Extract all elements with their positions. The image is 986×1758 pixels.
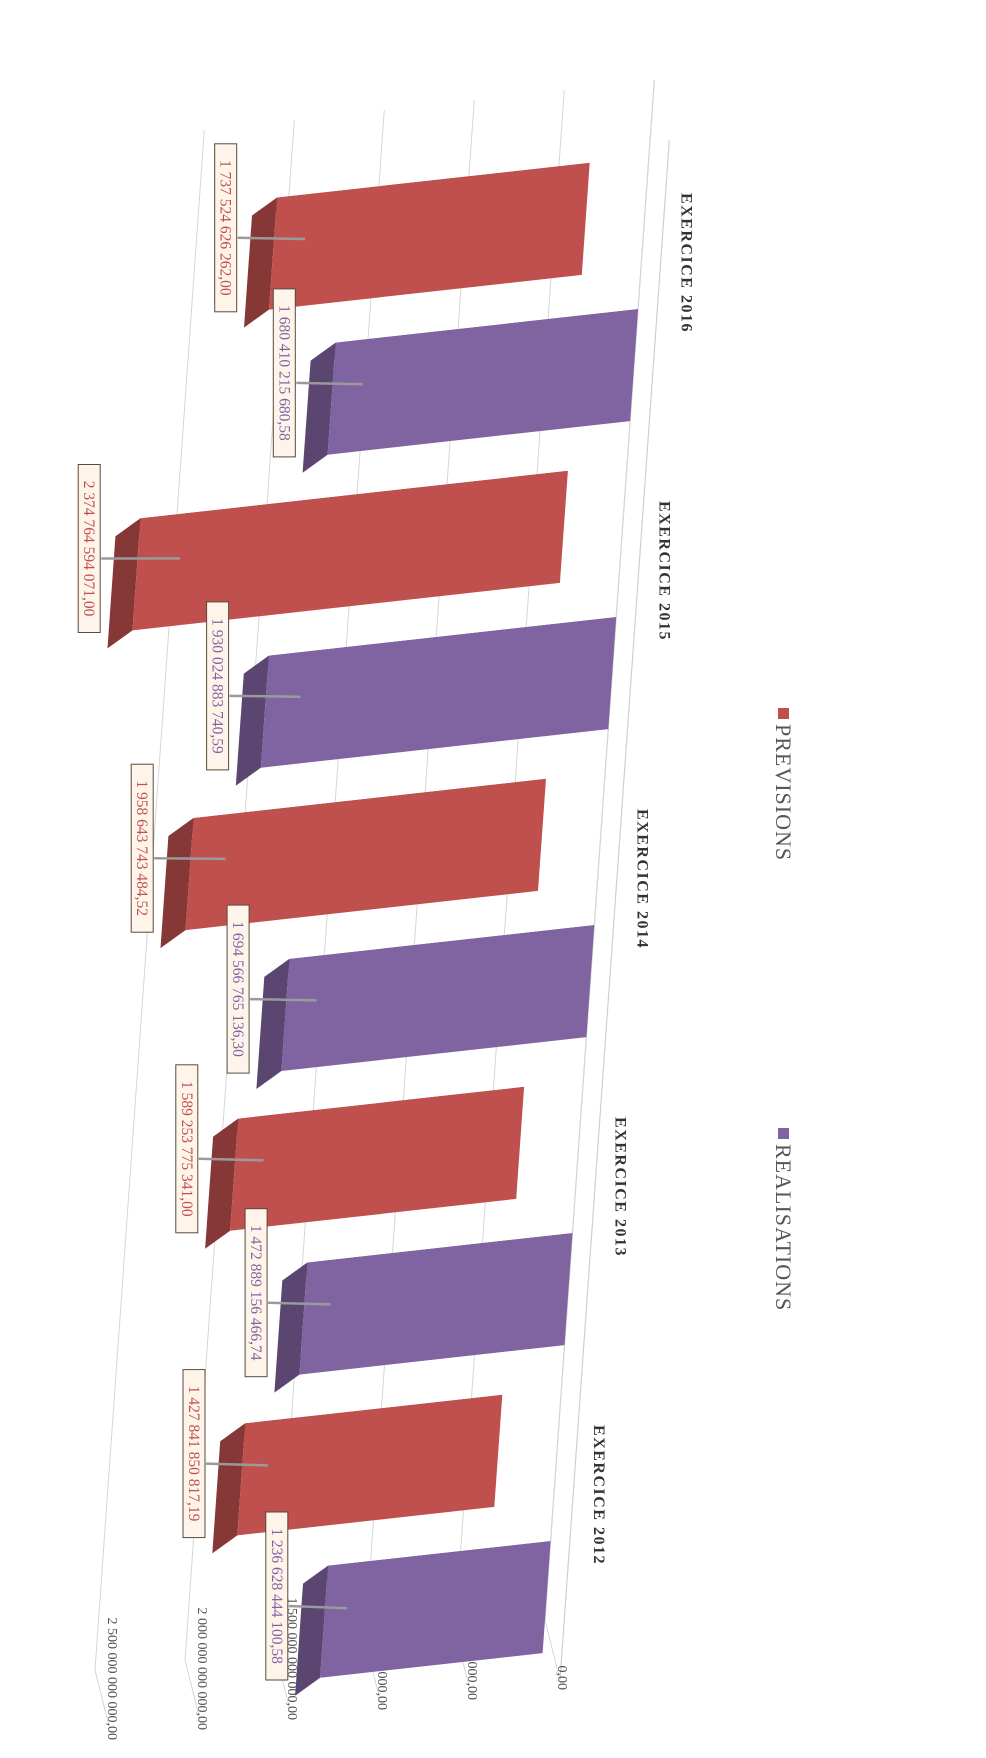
bar-previsions-exercice-2014 (161, 779, 547, 948)
legend-label-previsions: PREVISIONS (771, 724, 796, 861)
bar-front (328, 309, 638, 455)
data-label-previsions: 1 737 524 626 262,00 (217, 160, 234, 296)
y-tick-label: 0,00 (554, 1666, 569, 1691)
bar-front (133, 471, 568, 631)
data-label-leader (230, 696, 301, 697)
bar-front (261, 617, 616, 768)
data-label-previsions: 1 427 841 850 817,19 (185, 1386, 202, 1522)
x-category-label: EXERCICE 2015 (656, 501, 673, 641)
bar-realisations-exercice-2016 (303, 309, 638, 473)
bar-front (320, 1541, 550, 1678)
bar-front (281, 925, 594, 1071)
data-label-previsions: 1 958 643 743 484,52 (133, 780, 150, 916)
legend-swatch-previsions (778, 708, 789, 719)
bar-realisations-exercice-2013 (274, 1233, 572, 1393)
bar-previsions-exercice-2016 (244, 163, 590, 328)
data-label-realisations: 1 680 410 215 680,58 (275, 305, 292, 441)
bar-front (230, 1087, 524, 1231)
data-label-realisations: 1 472 889 156 466,74 (247, 1225, 264, 1361)
bar-front (299, 1233, 572, 1375)
legend-label-realisations: REALISATIONS (771, 1144, 796, 1311)
data-label-leader (296, 383, 362, 384)
bar-realisations-exercice-2012 (295, 1541, 550, 1696)
data-label-leader (268, 1303, 331, 1305)
data-label-realisations: 1 694 566 765 136,30 (229, 921, 246, 1057)
data-label-previsions: 2 374 764 594 071,00 (80, 481, 97, 617)
y-tick-label: 2 500 000 000 000,00 (104, 1618, 119, 1741)
data-label-previsions: 1 589 253 775 341,00 (178, 1081, 195, 1217)
x-category-label: EXERCICE 2012 (590, 1425, 607, 1565)
legend: REALISATIONS PREVISIONS (771, 708, 796, 1311)
data-label-leader (250, 999, 317, 1000)
bar-realisations-exercice-2014 (256, 925, 594, 1089)
data-label-realisations: 1 930 024 883 740,59 (209, 618, 226, 754)
x-category-label: EXERCICE 2016 (677, 193, 694, 333)
legend-swatch-realisations (778, 1128, 789, 1139)
data-label-leader (154, 858, 225, 859)
data-label-leader (238, 238, 305, 239)
x-category-label: EXERCICE 2014 (634, 809, 651, 949)
bar-previsions-exercice-2012 (212, 1395, 502, 1554)
bar-front (269, 163, 590, 310)
data-label-realisations: 1 236 628 444 100,58 (268, 1528, 285, 1664)
data-label-leader (199, 1159, 264, 1161)
x-category-label: EXERCICE 2013 (612, 1117, 629, 1257)
y-tick-label: 2 000 000 000 000,00 (194, 1608, 209, 1731)
bar-realisations-exercice-2015 (236, 617, 616, 786)
